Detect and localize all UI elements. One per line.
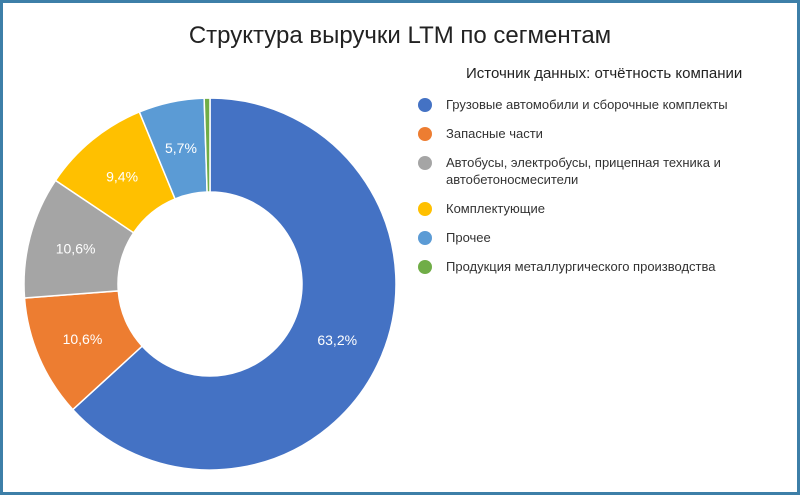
- legend-item-5: Продукция металлургического производства: [418, 258, 778, 275]
- legend-item-0: Грузовые автомобили и сборочные комплект…: [418, 96, 778, 113]
- data-label-2: 10,6%: [56, 241, 96, 257]
- legend-item-1: Запасные части: [418, 125, 778, 142]
- legend-swatch-5: [418, 260, 432, 274]
- legend-swatch-2: [418, 156, 432, 170]
- legend-item-3: Комплектующие: [418, 200, 778, 217]
- donut-slice-0: [71, 97, 397, 471]
- chart-legend: Грузовые автомобили и сборочные комплект…: [418, 96, 778, 287]
- legend-label-3: Комплектующие: [446, 201, 545, 216]
- legend-label-0: Грузовые автомобили и сборочные комплект…: [446, 97, 728, 112]
- data-label-3: 9,4%: [106, 168, 138, 184]
- legend-item-2: Автобусы, электробусы, прицепная техника…: [418, 154, 778, 188]
- donut-slice-5: [203, 97, 211, 193]
- legend-label-5: Продукция металлургического производства: [446, 259, 716, 274]
- chart-subtitle: Источник данных: отчётность компании: [466, 65, 743, 82]
- legend-swatch-1: [418, 127, 432, 141]
- legend-label-4: Прочее: [446, 230, 491, 245]
- data-label-4: 5,7%: [165, 140, 197, 156]
- legend-item-4: Прочее: [418, 229, 778, 246]
- legend-swatch-3: [418, 202, 432, 216]
- legend-swatch-0: [418, 98, 432, 112]
- donut-slices: [23, 97, 397, 471]
- legend-swatch-4: [418, 231, 432, 245]
- data-label-1: 10,6%: [63, 331, 103, 347]
- data-label-0: 63,2%: [317, 332, 357, 348]
- legend-label-1: Запасные части: [446, 126, 543, 141]
- legend-label-2: Автобусы, электробусы, прицепная техника…: [446, 155, 721, 187]
- donut-data-labels: 63,2% 10,6% 10,6% 9,4% 5,7%: [56, 140, 357, 348]
- chart-title: Структура выручки LTM по сегментам: [188, 22, 612, 49]
